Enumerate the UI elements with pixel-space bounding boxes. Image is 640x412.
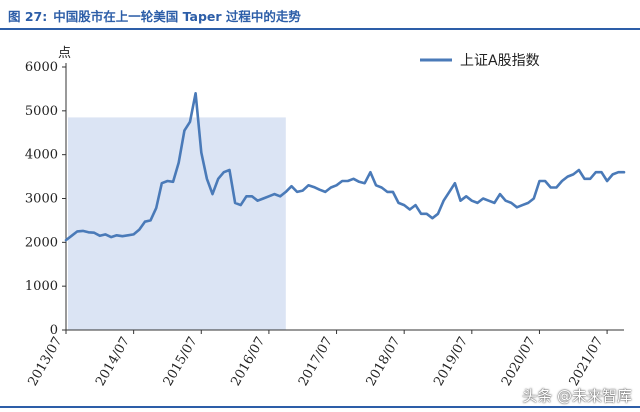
series-line xyxy=(64,91,626,242)
y-tick-label: 0 xyxy=(50,323,58,338)
watermark: 头条 @未来智库 xyxy=(522,387,632,405)
y-tick-label: 1000 xyxy=(25,279,58,294)
figure-label: 图 27: xyxy=(8,9,48,24)
x-tick-label: 2015/07 xyxy=(161,335,201,389)
x-tick-label: 2020/07 xyxy=(499,335,539,389)
x-tick-label: 2014/07 xyxy=(93,335,133,389)
x-tick-label: 2013/07 xyxy=(25,335,65,389)
x-tick-label: 2017/07 xyxy=(296,335,336,389)
y-tick-label: 6000 xyxy=(25,60,58,75)
figure-title-text: 中国股市在上一轮美国 Taper 过程中的走势 xyxy=(53,9,301,24)
shaded-period xyxy=(68,117,286,331)
figure-title: 图 27: 中国股市在上一轮美国 Taper 过程中的走势 xyxy=(8,6,307,25)
y-axis-label: 点 xyxy=(58,46,71,61)
x-tick-label: 2019/07 xyxy=(431,335,471,389)
figure-header: 图 27: 中国股市在上一轮美国 Taper 过程中的走势 xyxy=(0,0,640,30)
y-tick-label: 5000 xyxy=(25,104,58,119)
y-tick-label: 3000 xyxy=(25,192,58,207)
y-tick-label: 4000 xyxy=(25,148,58,163)
bottom-rule xyxy=(0,406,640,408)
x-tick-label: 2016/07 xyxy=(228,335,268,389)
legend-label: 上证A股指数 xyxy=(460,53,540,69)
y-tick-label: 2000 xyxy=(25,235,58,250)
x-tick-label: 2018/07 xyxy=(364,335,404,389)
x-tick-label: 2021/07 xyxy=(567,335,607,389)
